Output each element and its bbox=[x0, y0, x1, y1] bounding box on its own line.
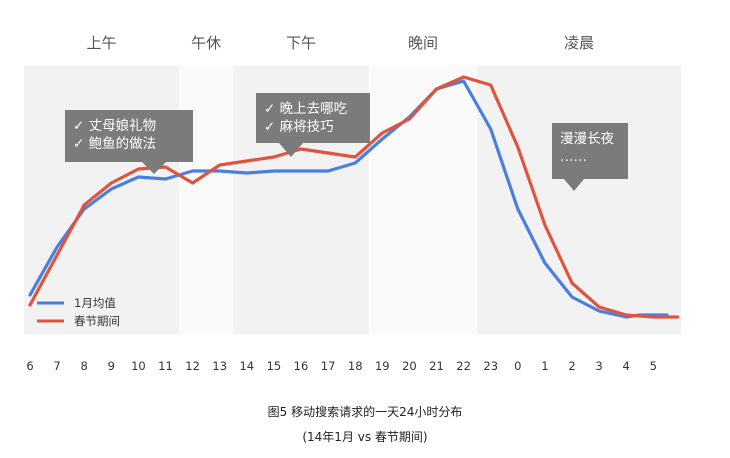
x-tick-label: 1 bbox=[541, 359, 548, 373]
x-tick-label: 9 bbox=[108, 359, 115, 373]
x-tick-label: 22 bbox=[456, 359, 471, 373]
x-tick-label: 7 bbox=[53, 359, 60, 373]
legend-label: 春节期间 bbox=[74, 314, 120, 328]
x-tick-label: 4 bbox=[623, 359, 630, 373]
annotation-callout: ✓ 晚上去哪吃 ✓ 麻将技巧 bbox=[256, 93, 370, 157]
period-label: 上午 bbox=[87, 34, 117, 52]
period-label: 晚间 bbox=[408, 34, 438, 52]
x-tick-label: 0 bbox=[514, 359, 521, 373]
period-label: 下午 bbox=[286, 34, 316, 52]
period-band-1 bbox=[24, 66, 180, 334]
callout-text: ✓ 晚上去哪吃 bbox=[264, 101, 348, 117]
x-tick-label: 11 bbox=[158, 359, 173, 373]
x-tick-label: 20 bbox=[402, 359, 417, 373]
x-tick-label: 6 bbox=[26, 359, 33, 373]
x-tick-label: 19 bbox=[375, 359, 390, 373]
period-label: 午休 bbox=[191, 34, 221, 52]
callout-pointer bbox=[142, 162, 166, 174]
x-tick-label: 16 bbox=[294, 359, 309, 373]
period-band-2 bbox=[179, 66, 234, 334]
period-band-5 bbox=[477, 66, 681, 334]
x-tick-label: 21 bbox=[429, 359, 444, 373]
x-tick-label: 18 bbox=[348, 359, 363, 373]
chart-title: 图5 移动搜索请求的一天24小时分布 bbox=[268, 404, 463, 419]
legend-label: 1月均值 bbox=[74, 296, 116, 310]
x-tick-label: 12 bbox=[185, 359, 200, 373]
x-axis-ticks: 6 7 8 9 10 11 12 13 14 15 16 17 18 19 20 21 22 23 0 1 2 3 4 5 bbox=[26, 359, 657, 373]
callout-text: ✓ 麻将技巧 bbox=[264, 119, 334, 135]
period-band-4 bbox=[368, 66, 478, 334]
x-tick-label: 10 bbox=[131, 359, 146, 373]
x-tick-label: 3 bbox=[595, 359, 602, 373]
chart-subtitle: (14年1月 vs 春节期间) bbox=[302, 430, 427, 444]
callout-pointer bbox=[564, 179, 584, 191]
x-tick-label: 5 bbox=[650, 359, 657, 373]
series-line-spring-festival bbox=[28, 75, 680, 319]
x-tick-label: 13 bbox=[212, 359, 227, 373]
x-tick-label: 15 bbox=[267, 359, 282, 373]
x-tick-label: 14 bbox=[239, 359, 254, 373]
callout-box bbox=[256, 93, 370, 143]
annotation-callout: 漫漫长夜 …… bbox=[552, 123, 628, 191]
x-tick-label: 17 bbox=[321, 359, 336, 373]
callout-text: 漫漫长夜 bbox=[560, 131, 614, 147]
callout-pointer bbox=[279, 143, 303, 157]
series-line-jan-average bbox=[28, 79, 669, 319]
x-tick-label: 23 bbox=[483, 359, 498, 373]
x-tick-label: 8 bbox=[81, 359, 88, 373]
callout-box bbox=[552, 123, 628, 179]
series-lines bbox=[28, 75, 680, 319]
callout-text: ✓ 鲍鱼的做法 bbox=[73, 135, 156, 152]
x-tick-label: 2 bbox=[568, 359, 575, 373]
callout-text: ✓ 丈母娘礼物 bbox=[73, 118, 156, 134]
callout-box bbox=[65, 110, 193, 162]
annotation-callout: ✓ 丈母娘礼物✓ 鲍鱼的做法 bbox=[65, 110, 193, 174]
callout-text: …… bbox=[560, 149, 587, 165]
period-label: 凌晨 bbox=[564, 34, 594, 52]
period-labels: 上午 午休 下午 晚间 凌晨 bbox=[87, 34, 595, 52]
